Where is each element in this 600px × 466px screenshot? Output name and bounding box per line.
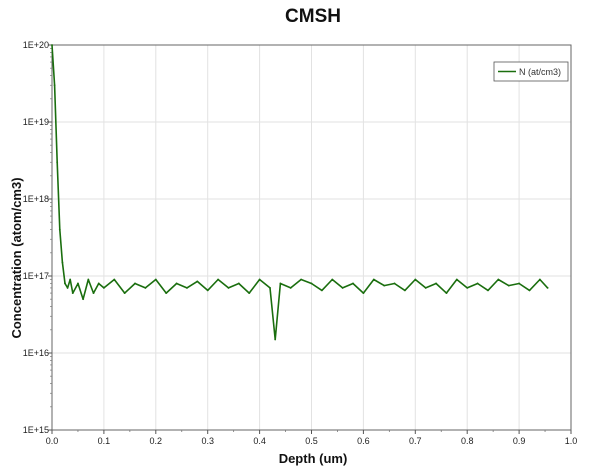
y-tick-label: 1E+20	[23, 40, 49, 50]
data-point	[186, 287, 188, 289]
y-tick-label: 1E+18	[23, 194, 49, 204]
data-point	[97, 282, 100, 285]
data-point	[487, 289, 489, 292]
data-point	[455, 278, 458, 281]
data-point	[196, 280, 199, 283]
data-point	[383, 284, 386, 287]
grid	[52, 45, 571, 430]
data-point	[546, 287, 549, 289]
y-axis-ticks: 1E+15 1E+16 1E+17 1E+18 1E+19 1E+20	[23, 40, 52, 435]
data-point	[64, 282, 66, 285]
data-point	[476, 282, 479, 285]
legend: N (at/cm3)	[493, 61, 569, 82]
data-point	[134, 282, 136, 285]
data-point	[165, 292, 168, 294]
data-point	[77, 282, 79, 285]
y-tick-label: 1E+17	[23, 271, 49, 281]
data-point	[435, 282, 437, 285]
data-point	[300, 278, 303, 281]
data-point	[279, 282, 282, 285]
x-axis-label: Depth (um)	[279, 451, 348, 466]
data-point	[53, 84, 56, 87]
data-point	[154, 278, 157, 281]
x-tick-label: 0.7	[409, 436, 422, 446]
chart-title: CMSH	[285, 6, 341, 27]
data-point	[528, 289, 531, 292]
series-line	[51, 44, 549, 341]
data-point	[113, 278, 116, 281]
data-point	[217, 278, 219, 281]
data-point	[69, 278, 72, 281]
x-tick-label: 0.5	[305, 436, 318, 446]
data-point	[103, 287, 105, 289]
data-point	[538, 278, 541, 281]
data-point	[71, 292, 74, 294]
x-tick-label: 0.4	[253, 436, 266, 446]
x-tick-label: 0.3	[201, 436, 214, 446]
data-point	[362, 292, 365, 294]
data-point	[175, 282, 178, 285]
data-point	[507, 284, 510, 287]
y-tick-label: 1E+19	[23, 117, 49, 127]
data-point	[87, 278, 90, 281]
x-tick-label: 1.0	[565, 436, 578, 446]
data-point	[82, 298, 85, 301]
data-point	[341, 287, 344, 289]
data-point	[331, 278, 334, 281]
legend-box	[493, 61, 569, 82]
series-layer	[51, 44, 549, 341]
data-point	[123, 292, 126, 294]
x-tick-label: 0.1	[98, 436, 111, 446]
data-point	[51, 44, 53, 46]
y-axis-label: Concentration (atom/cm3)	[9, 177, 24, 338]
data-point	[424, 287, 427, 289]
data-point	[404, 289, 406, 292]
data-point	[352, 282, 354, 285]
data-point	[144, 287, 147, 289]
data-point	[237, 282, 240, 285]
x-tick-label: 0.2	[150, 436, 163, 446]
x-tick-label: 0.6	[357, 436, 370, 446]
data-point	[320, 289, 323, 292]
data-point	[289, 287, 292, 289]
data-point	[414, 278, 417, 281]
data-point	[274, 338, 277, 341]
x-tick-label: 0.9	[513, 436, 526, 446]
legend-label: N (at/cm3)	[519, 67, 561, 77]
data-point	[56, 161, 59, 164]
y-tick-label: 1E+15	[23, 425, 49, 435]
data-point	[466, 287, 469, 289]
data-point	[92, 292, 95, 294]
data-point	[372, 278, 375, 281]
data-point	[66, 287, 69, 289]
data-point	[393, 282, 396, 285]
data-point	[58, 228, 61, 231]
data-point	[248, 292, 251, 294]
data-point	[227, 287, 230, 289]
x-axis-ticks: 0.0 0.1 0.2 0.3 0.4 0.5 0.6 0.7 0.8 0.9 1.0	[46, 430, 578, 446]
data-point	[518, 282, 520, 285]
x-tick-label: 0.8	[461, 436, 474, 446]
data-point	[258, 278, 261, 281]
data-point	[206, 289, 209, 292]
data-point	[445, 292, 448, 294]
y-tick-label: 1E+16	[23, 348, 49, 358]
data-point	[497, 278, 500, 281]
data-point	[61, 261, 64, 264]
data-point	[269, 287, 271, 289]
x-tick-label: 0.0	[46, 436, 59, 446]
data-point	[310, 282, 313, 285]
